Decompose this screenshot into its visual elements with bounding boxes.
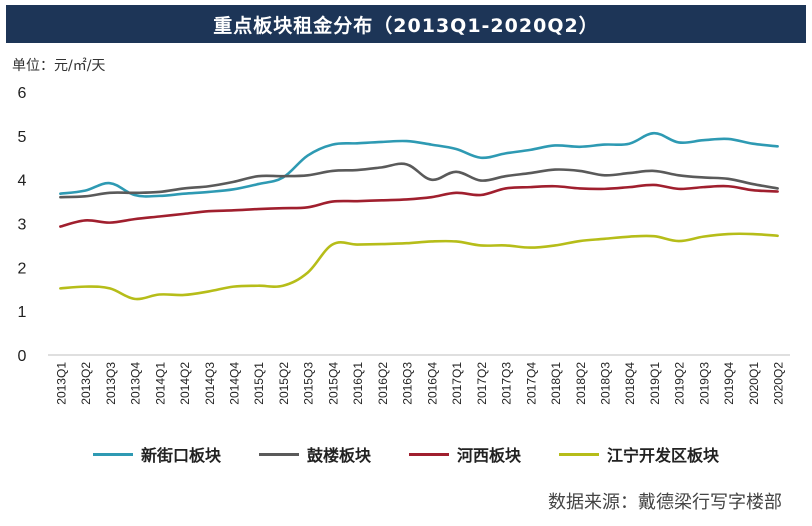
series-line-2 [59,162,779,199]
legend-item: 新街口板块 [92,442,221,466]
y-tick-label: 2 [18,260,27,277]
x-tick-label: 2020Q1 [747,362,761,405]
x-tick-label: 2015Q2 [277,362,291,405]
x-tick-label: 2015Q1 [252,362,266,405]
y-tick-label: 3 [18,217,27,234]
series-line-1 [59,131,779,198]
x-tick-label: 2013Q4 [129,362,143,405]
x-tick-label: 2015Q4 [326,362,340,405]
y-tick-label: 5 [18,129,27,146]
x-tick-label: 2019Q4 [722,362,736,405]
series-line-3 [59,183,779,228]
y-tick-label: 4 [18,173,27,190]
x-tick-label: 2016Q1 [351,362,365,405]
x-tick-label: 2019Q2 [673,362,687,405]
legend-label: 江宁开发区板块 [607,446,720,465]
x-tick-label: 2014Q3 [203,362,217,405]
x-tick-label: 2015Q3 [302,362,316,405]
x-tick-label: 2018Q4 [623,362,637,405]
x-tick-label: 2014Q2 [178,362,192,405]
chart-legend: 新街口板块 鼓楼板块 河西板块 江宁开发区板块 [0,440,812,468]
legend-swatch [258,452,299,456]
x-tick-label: 2013Q1 [54,362,68,405]
x-tick-label: 2014Q1 [153,362,167,405]
x-tick-label: 2019Q3 [697,362,711,405]
y-tick-label: 1 [18,304,27,321]
x-tick-label: 2017Q2 [475,362,489,405]
x-tick-label: 2017Q1 [450,362,464,405]
legend-item: 江宁开发区板块 [559,442,719,466]
y-axis-unit-label: 单位：元/㎡/天 [12,58,106,74]
y-tick-label: 0 [18,348,27,365]
y-tick-label: 6 [18,85,27,102]
x-tick-label: 2017Q4 [524,362,538,405]
legend-item: 河西板块 [409,442,521,466]
x-tick-label: 2018Q2 [574,362,588,405]
x-tick-label: 2016Q3 [401,362,415,405]
legend-swatch [409,452,449,456]
data-source-note: 数据来源：戴德梁行写字楼部 [548,492,782,513]
x-tick-label: 2019Q1 [648,362,662,405]
x-tick-label: 2016Q4 [425,362,439,405]
legend-swatch [559,452,600,456]
legend-label: 河西板块 [457,446,522,465]
x-tick-label: 2016Q2 [376,362,390,405]
x-tick-label: 2014Q4 [228,362,242,405]
series-line-4 [59,232,779,301]
x-tick-label: 2020Q2 [772,362,786,405]
x-tick-label: 2018Q1 [549,362,563,405]
legend-label: 新街口板块 [140,446,221,465]
chart-title: 重点板块租金分布（2013Q1-2020Q2） [6,5,806,43]
x-tick-label: 2018Q3 [599,362,613,405]
x-tick-label: 2013Q3 [104,362,118,405]
x-tick-label: 2017Q3 [500,362,514,405]
legend-swatch [92,452,133,456]
legend-label: 鼓楼板块 [306,446,371,465]
x-tick-label: 2013Q2 [79,362,93,405]
legend-item: 鼓楼板块 [258,442,371,466]
